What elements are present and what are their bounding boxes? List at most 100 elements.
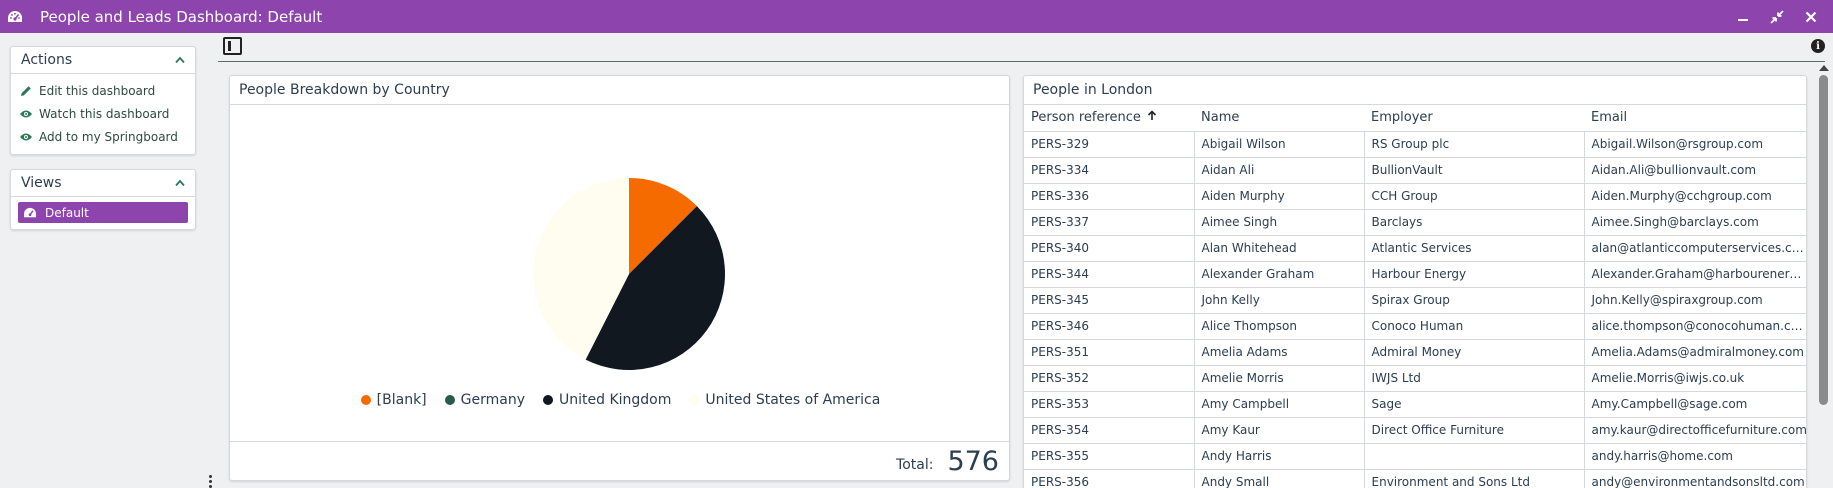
close-icon[interactable] — [1801, 7, 1821, 27]
people-in-london-card: People in London Person reference Name E… — [1023, 75, 1807, 488]
chart-legend: [Blank] Germany United Kingdom United State… — [230, 392, 1011, 408]
people-table: Person reference Name Employer Email PER… — [1024, 105, 1806, 488]
table-cell: Environment and Sons Ltd — [1363, 468, 1585, 488]
column-header-person-reference[interactable]: Person reference — [1024, 105, 1194, 131]
total-value: 576 — [947, 446, 999, 477]
table-row[interactable]: PERS-351 Amelia Adams Admiral Money Amelia.… — [1024, 338, 1806, 366]
table-cell: Aiden Murphy — [1193, 182, 1365, 210]
pie-slice-blank[interactable] — [629, 178, 697, 274]
table-cell: andy.harris@home.com — [1583, 442, 1806, 470]
edit-dashboard-action[interactable]: Edit this dashboard — [18, 79, 188, 102]
table-row[interactable]: PERS-336 Aiden Murphy CCH Group Aiden.Murph… — [1024, 182, 1806, 210]
table-cell: Aimee Singh — [1193, 208, 1365, 236]
table-cell: Abigail.Wilson@rsgroup.com — [1583, 130, 1806, 158]
legend-item[interactable]: [Blank] — [360, 392, 427, 408]
actions-panel: Actions Edit this dashboard Watch this d… — [10, 46, 196, 155]
table-cell: Aidan Ali — [1193, 156, 1365, 184]
table-cell — [1363, 442, 1585, 470]
chart-total: Total: 576 — [230, 441, 1009, 481]
legend-swatch — [689, 395, 700, 405]
action-label: Watch this dashboard — [39, 106, 170, 121]
table-row[interactable]: PERS-346 Alice Thompson Conoco Human alice.… — [1024, 312, 1806, 340]
table-row[interactable]: PERS-329 Abigail Wilson RS Group plc Abigai… — [1024, 130, 1806, 158]
page-scrollbar[interactable] — [1816, 63, 1830, 488]
country-breakdown-card: People Breakdown by Country [Blank] Germa… — [229, 75, 1010, 481]
table-row[interactable]: PERS-354 Amy Kaur Direct Office Furniture a… — [1024, 416, 1806, 444]
table-cell: Alexander Graham — [1193, 260, 1365, 288]
info-icon[interactable]: i — [1811, 39, 1825, 53]
table-cell: BullionVault — [1363, 156, 1585, 184]
restore-icon[interactable] — [1767, 7, 1787, 27]
table-cell: PERS-351 — [1024, 338, 1195, 366]
table-cell: PERS-354 — [1024, 416, 1195, 444]
table-cell: Aidan.Ali@bullionvault.com — [1583, 156, 1806, 184]
minimize-icon[interactable] — [1733, 7, 1753, 27]
scroll-up-arrow-icon[interactable] — [1819, 65, 1829, 71]
scrollbar-thumb[interactable] — [1819, 75, 1828, 405]
chevron-up-icon[interactable] — [175, 52, 185, 68]
pie-slice-united-states-of-america[interactable] — [533, 178, 629, 360]
add-to-springboard-action[interactable]: Add to my Springboard — [18, 125, 188, 148]
table-cell: Admiral Money — [1363, 338, 1585, 366]
resize-handle[interactable] — [209, 475, 213, 488]
table-cell: CCH Group — [1363, 182, 1585, 210]
table-cell: Atlantic Services — [1363, 234, 1585, 262]
sidebar-toggle-icon[interactable] — [223, 37, 242, 55]
legend-label: Germany — [460, 392, 525, 408]
column-header-email[interactable]: Email — [1591, 110, 1628, 126]
table-cell: Amelie Morris — [1193, 364, 1365, 392]
table-cell: Alice Thompson — [1193, 312, 1365, 340]
table-cell: PERS-356 — [1024, 468, 1195, 488]
table-cell: andy@environmentandsonsltd.com — [1583, 468, 1806, 488]
table-row[interactable]: PERS-337 Aimee Singh Barclays Aimee.Singh@b… — [1024, 208, 1806, 236]
table-cell: alan@atlanticcomputerservices.com — [1583, 234, 1806, 262]
legend-item[interactable]: United States of America — [689, 392, 880, 408]
eye-icon — [18, 130, 34, 144]
eye-icon — [18, 107, 34, 121]
table-body: PERS-329 Abigail Wilson RS Group plc Abigai… — [1024, 130, 1806, 488]
dashboard-icon — [22, 206, 38, 220]
legend-item[interactable]: United Kingdom — [543, 392, 671, 408]
table-cell: Andy Harris — [1193, 442, 1365, 470]
window-title: People and Leads Dashboard: Default — [40, 7, 323, 26]
table-cell: John Kelly — [1193, 286, 1365, 314]
views-list: Default — [11, 197, 195, 229]
legend-swatch — [543, 395, 553, 405]
watch-dashboard-action[interactable]: Watch this dashboard — [18, 102, 188, 125]
table-row[interactable]: PERS-356 Andy Small Environment and Sons L… — [1024, 468, 1806, 488]
legend-swatch — [444, 395, 455, 405]
legend-item[interactable]: Germany — [444, 392, 525, 408]
table-cell: Amelie.Morris@iwjs.co.uk — [1583, 364, 1806, 392]
table-cell: PERS-353 — [1024, 390, 1195, 418]
table-row[interactable]: PERS-352 Amelie Morris IWJS Ltd Amelie.Morr… — [1024, 364, 1806, 392]
view-item-label: Default — [45, 205, 89, 220]
total-label: Total: — [896, 456, 934, 473]
table-row[interactable]: PERS-353 Amy Campbell Sage Amy.Campbell@sag… — [1024, 390, 1806, 418]
column-header-employer[interactable]: Employer — [1371, 110, 1433, 126]
pie-chart — [533, 178, 726, 370]
table-card-title: People in London — [1024, 76, 1806, 105]
table-row[interactable]: PERS-340 Alan Whitehead Atlantic Services a… — [1024, 234, 1806, 262]
table-row[interactable]: PERS-344 Alexander Graham Harbour Energy Al… — [1024, 260, 1806, 288]
table-cell: Alan Whitehead — [1193, 234, 1365, 262]
table-cell: PERS-346 — [1024, 312, 1195, 340]
pie-slice-united-kingdom[interactable] — [585, 206, 726, 370]
table-cell: PERS-352 — [1024, 364, 1195, 392]
actions-panel-header[interactable]: Actions — [11, 47, 195, 74]
column-header-name[interactable]: Name — [1201, 110, 1240, 126]
table-cell: John.Kelly@spiraxgroup.com — [1583, 286, 1806, 314]
table-row[interactable]: PERS-345 John Kelly Spirax Group John.Kelly… — [1024, 286, 1806, 314]
table-cell: Alexander.Graham@harbourenergy.com — [1583, 260, 1806, 288]
legend-label: [Blank] — [376, 392, 427, 408]
table-cell: IWJS Ltd — [1363, 364, 1585, 392]
table-cell: Amy Kaur — [1193, 416, 1365, 444]
table-cell: PERS-337 — [1024, 208, 1195, 236]
table-cell: PERS-344 — [1024, 260, 1195, 288]
legend-swatch — [360, 395, 371, 405]
actions-list: Edit this dashboard Watch this dashboard… — [11, 74, 195, 154]
chevron-up-icon[interactable] — [175, 175, 185, 191]
view-item-default[interactable]: Default — [18, 202, 188, 223]
views-panel-header[interactable]: Views — [11, 170, 195, 197]
table-row[interactable]: PERS-334 Aidan Ali BullionVault Aidan.Ali@b… — [1024, 156, 1806, 184]
table-row[interactable]: PERS-355 Andy Harris andy.harris@home.com — [1024, 442, 1806, 470]
